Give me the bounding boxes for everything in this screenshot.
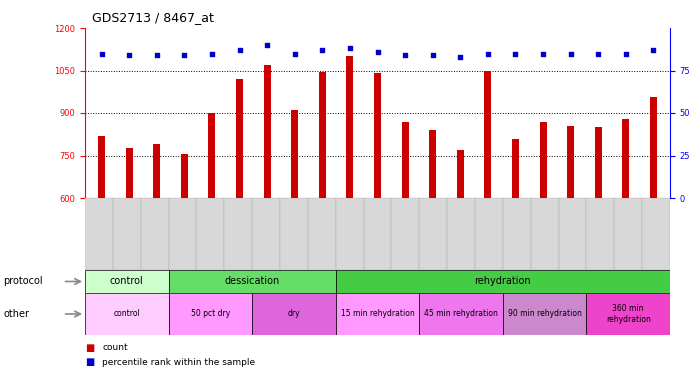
- Bar: [98, 136, 105, 198]
- Bar: [169, 270, 336, 293]
- Bar: [336, 293, 419, 335]
- Text: count: count: [103, 344, 128, 352]
- Text: 45 min rehydration: 45 min rehydration: [424, 309, 498, 318]
- Bar: [209, 113, 216, 198]
- Bar: [364, 198, 392, 270]
- Bar: [401, 122, 408, 198]
- Bar: [503, 293, 586, 335]
- Bar: [169, 198, 196, 270]
- Point: [317, 47, 328, 53]
- Bar: [642, 198, 670, 270]
- Text: ■: ■: [85, 357, 94, 367]
- Bar: [319, 72, 326, 198]
- Bar: [558, 198, 586, 270]
- Point: [179, 52, 190, 58]
- Point: [124, 52, 135, 58]
- Text: rehydration: rehydration: [475, 276, 531, 286]
- Bar: [291, 110, 298, 198]
- Point: [621, 51, 632, 57]
- Point: [482, 51, 493, 57]
- Text: dessication: dessication: [225, 276, 280, 286]
- Bar: [346, 56, 353, 198]
- Text: 90 min rehydration: 90 min rehydration: [507, 309, 581, 318]
- Point: [289, 51, 300, 57]
- Point: [427, 52, 438, 58]
- Bar: [169, 293, 252, 335]
- Bar: [336, 198, 364, 270]
- Bar: [126, 148, 133, 198]
- Text: protocol: protocol: [3, 276, 43, 286]
- Point: [96, 51, 107, 57]
- Bar: [419, 198, 447, 270]
- Bar: [429, 130, 436, 198]
- Point: [207, 51, 218, 57]
- Bar: [650, 98, 657, 198]
- Bar: [85, 293, 169, 335]
- Bar: [113, 198, 141, 270]
- Bar: [252, 293, 336, 335]
- Bar: [236, 79, 243, 198]
- Bar: [540, 122, 547, 198]
- Bar: [419, 293, 503, 335]
- Bar: [336, 270, 670, 293]
- Bar: [475, 198, 503, 270]
- Point: [537, 51, 549, 57]
- Point: [399, 52, 410, 58]
- Bar: [154, 144, 161, 198]
- Text: control: control: [113, 309, 140, 318]
- Point: [344, 45, 355, 51]
- Point: [593, 51, 604, 57]
- Bar: [85, 270, 169, 293]
- Bar: [196, 198, 224, 270]
- Point: [565, 51, 577, 57]
- Bar: [595, 127, 602, 198]
- Point: [454, 54, 466, 60]
- Bar: [484, 70, 491, 198]
- Point: [372, 49, 383, 55]
- Bar: [586, 293, 670, 335]
- Bar: [567, 126, 574, 198]
- Bar: [308, 198, 336, 270]
- Bar: [623, 118, 630, 198]
- Point: [510, 51, 521, 57]
- Text: 15 min rehydration: 15 min rehydration: [341, 309, 415, 318]
- Text: ■: ■: [85, 343, 94, 353]
- Bar: [530, 198, 558, 270]
- Bar: [586, 198, 614, 270]
- Bar: [614, 198, 642, 270]
- Bar: [503, 198, 530, 270]
- Text: 360 min
rehydration: 360 min rehydration: [606, 304, 651, 324]
- Bar: [280, 198, 308, 270]
- Text: other: other: [3, 309, 29, 319]
- Bar: [264, 65, 271, 198]
- Point: [234, 47, 245, 53]
- Point: [648, 47, 659, 53]
- Bar: [374, 74, 381, 198]
- Text: GDS2713 / 8467_at: GDS2713 / 8467_at: [92, 11, 214, 24]
- Bar: [252, 198, 280, 270]
- Text: dry: dry: [288, 309, 300, 318]
- Bar: [224, 198, 252, 270]
- Bar: [141, 198, 169, 270]
- Bar: [447, 198, 475, 270]
- Text: 50 pct dry: 50 pct dry: [191, 309, 230, 318]
- Bar: [392, 198, 419, 270]
- Point: [262, 42, 273, 48]
- Bar: [85, 198, 113, 270]
- Bar: [456, 150, 463, 198]
- Point: [151, 52, 163, 58]
- Text: control: control: [110, 276, 144, 286]
- Text: percentile rank within the sample: percentile rank within the sample: [103, 358, 255, 367]
- Bar: [181, 154, 188, 198]
- Bar: [512, 138, 519, 198]
